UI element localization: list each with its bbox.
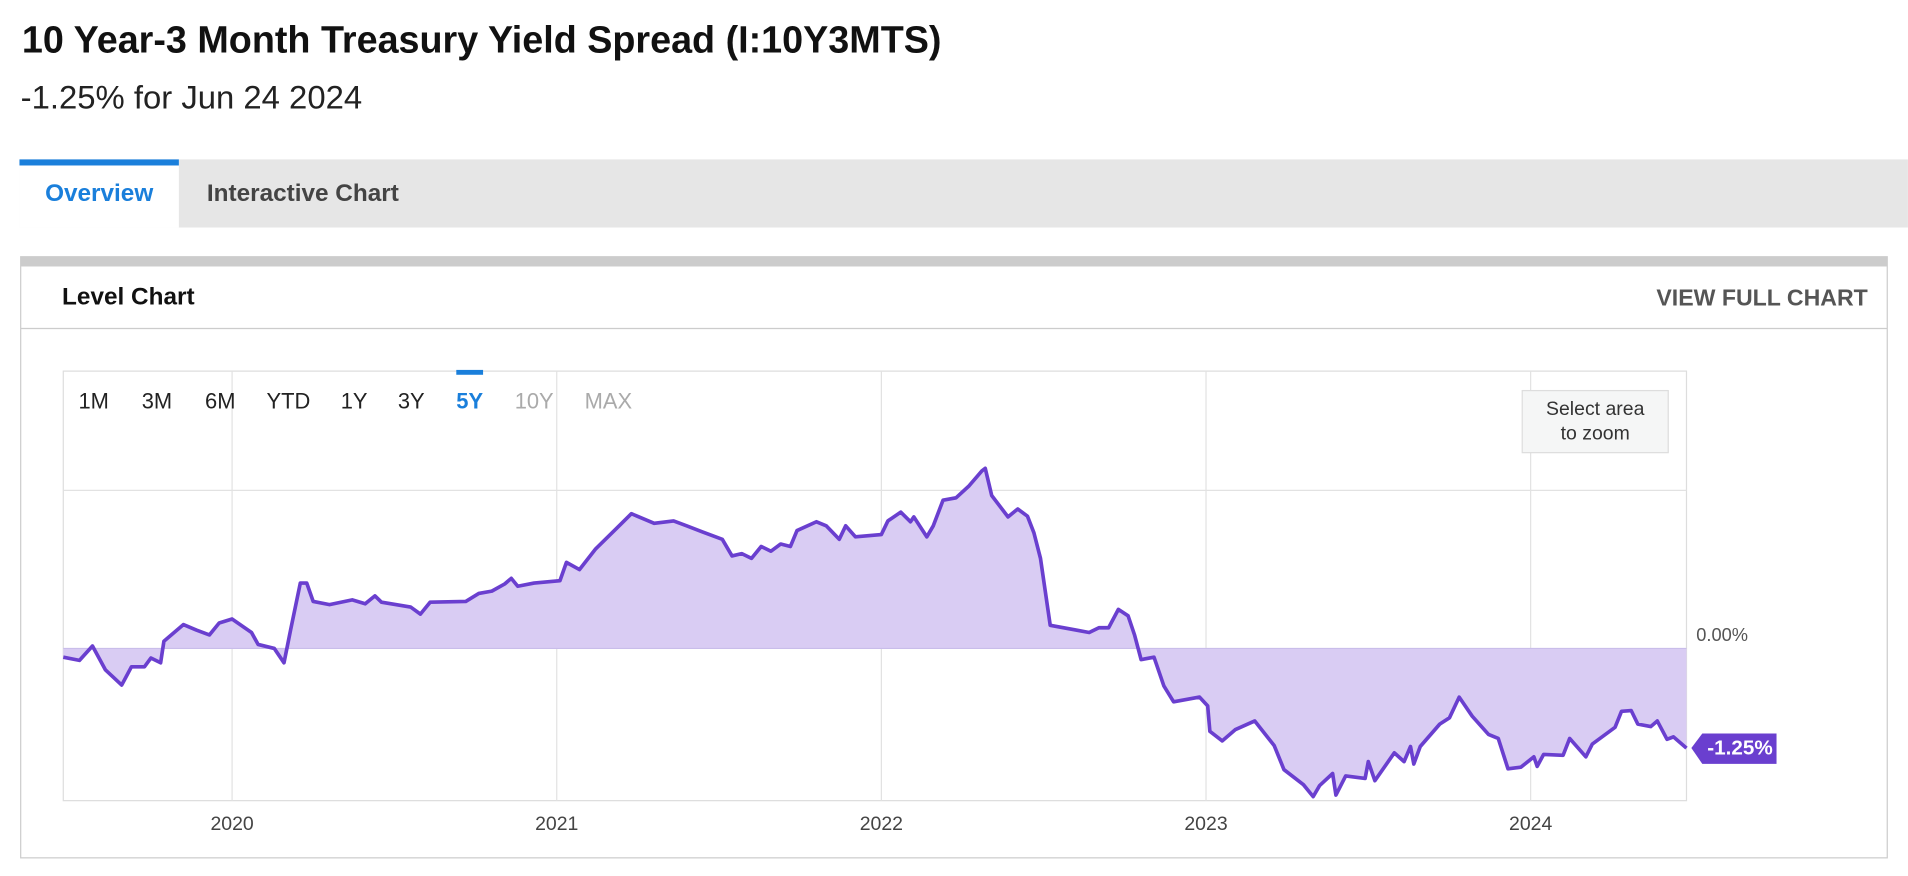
range-button[interactable]: YTD [266,389,310,414]
zoom-button-line: Select area [1546,398,1645,420]
y-tick-label: 0.00% [1696,624,1748,645]
line [62,466,1688,799]
zoom-button-line: to zoom [1561,423,1630,445]
page-title: 10 Year-3 Month Treasury Yield Spread (I… [22,19,942,61]
range-button[interactable]: 5Y [456,389,483,414]
tab[interactable]: Interactive Chart [207,180,399,207]
panel-title: Level Chart [62,284,195,311]
view-full-chart[interactable]: VIEW FULL CHART [1656,284,1867,310]
zoom-button[interactable] [1521,389,1669,454]
current-value-tag [1691,733,1777,764]
range-button[interactable]: 3Y [398,389,425,414]
tab[interactable]: Overview [45,180,153,207]
plot-frame [62,370,1688,802]
x-tick-label: 2024 [1509,813,1552,835]
x-tick-label: 2020 [210,813,253,835]
range-button[interactable]: 3M [142,389,172,414]
x-tick-label: 2021 [535,813,578,835]
x-tick-label: 2022 [860,813,903,835]
range-active-bar [456,369,484,375]
range-button[interactable]: 6M [205,389,235,414]
x-tick-label: 2023 [1184,813,1227,835]
panel-top-bar [20,256,1888,267]
range-button: 10Y [515,389,554,414]
page-subtitle: -1.25% for Jun 24 2024 [21,78,362,115]
tab-active-bg [19,159,179,228]
range-button[interactable]: 1Y [341,389,368,414]
tabs: Overview Interactive Chart [19,159,399,228]
range-button[interactable]: 1M [78,389,108,414]
range-button: MAX [585,389,633,414]
tab-active-bar [19,159,179,166]
plot: 2020 2021 2022 2023 2024 0.00% -1.25% [62,371,1777,835]
current-value-label: -1.25% [1707,737,1773,760]
range-buttons: 1M 3M 6M YTD 1Y 3Y 5Y 10Y MAX [78,369,633,414]
area [63,468,1687,797]
tab-bar [19,159,1908,228]
